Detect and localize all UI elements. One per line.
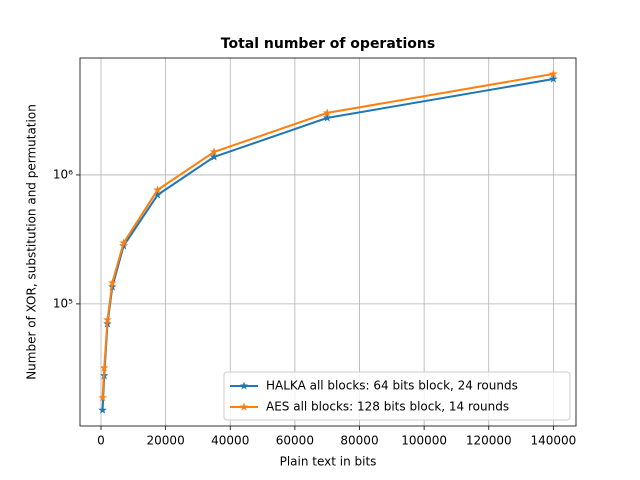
point [209,152,219,161]
plot-frame [79,57,577,427]
legend-marker [239,402,249,411]
point [209,147,219,156]
point [322,113,332,122]
point [108,278,117,287]
x-axis-label: Plain text in bits [280,455,377,469]
chart-title: Total number of operations [221,36,435,52]
series-line [101,78,554,411]
y-tick-label: 10⁶ [53,167,73,181]
x-tick-label: 100000 [401,434,447,448]
legend-label: HALKA all blocks: 64 bits block, 24 roun… [266,379,518,393]
point [549,74,558,83]
point [153,185,162,194]
point [119,238,128,247]
legend-box [223,371,571,421]
point [153,190,162,199]
y-axis-label: Number of XOR, substitution and permutat… [25,104,39,380]
x-tick-label: 60000 [276,434,314,448]
point [322,108,332,117]
point [100,363,109,372]
legend-label: AES all blocks: 128 bits block, 14 round… [266,400,509,414]
point [103,315,112,324]
x-tick-label: 40000 [211,434,249,448]
x-tick-label: 80000 [340,434,378,448]
x-tick-label: 140000 [530,434,576,448]
x-tick-label: 20000 [147,434,185,448]
y-tick-label: 10⁵ [53,296,73,310]
point [98,393,107,402]
point [98,405,107,414]
series-line [101,72,554,398]
x-tick-label: 0 [97,434,105,448]
point [549,69,558,78]
legend-marker [239,381,249,390]
x-tick-label: 120000 [466,434,512,448]
